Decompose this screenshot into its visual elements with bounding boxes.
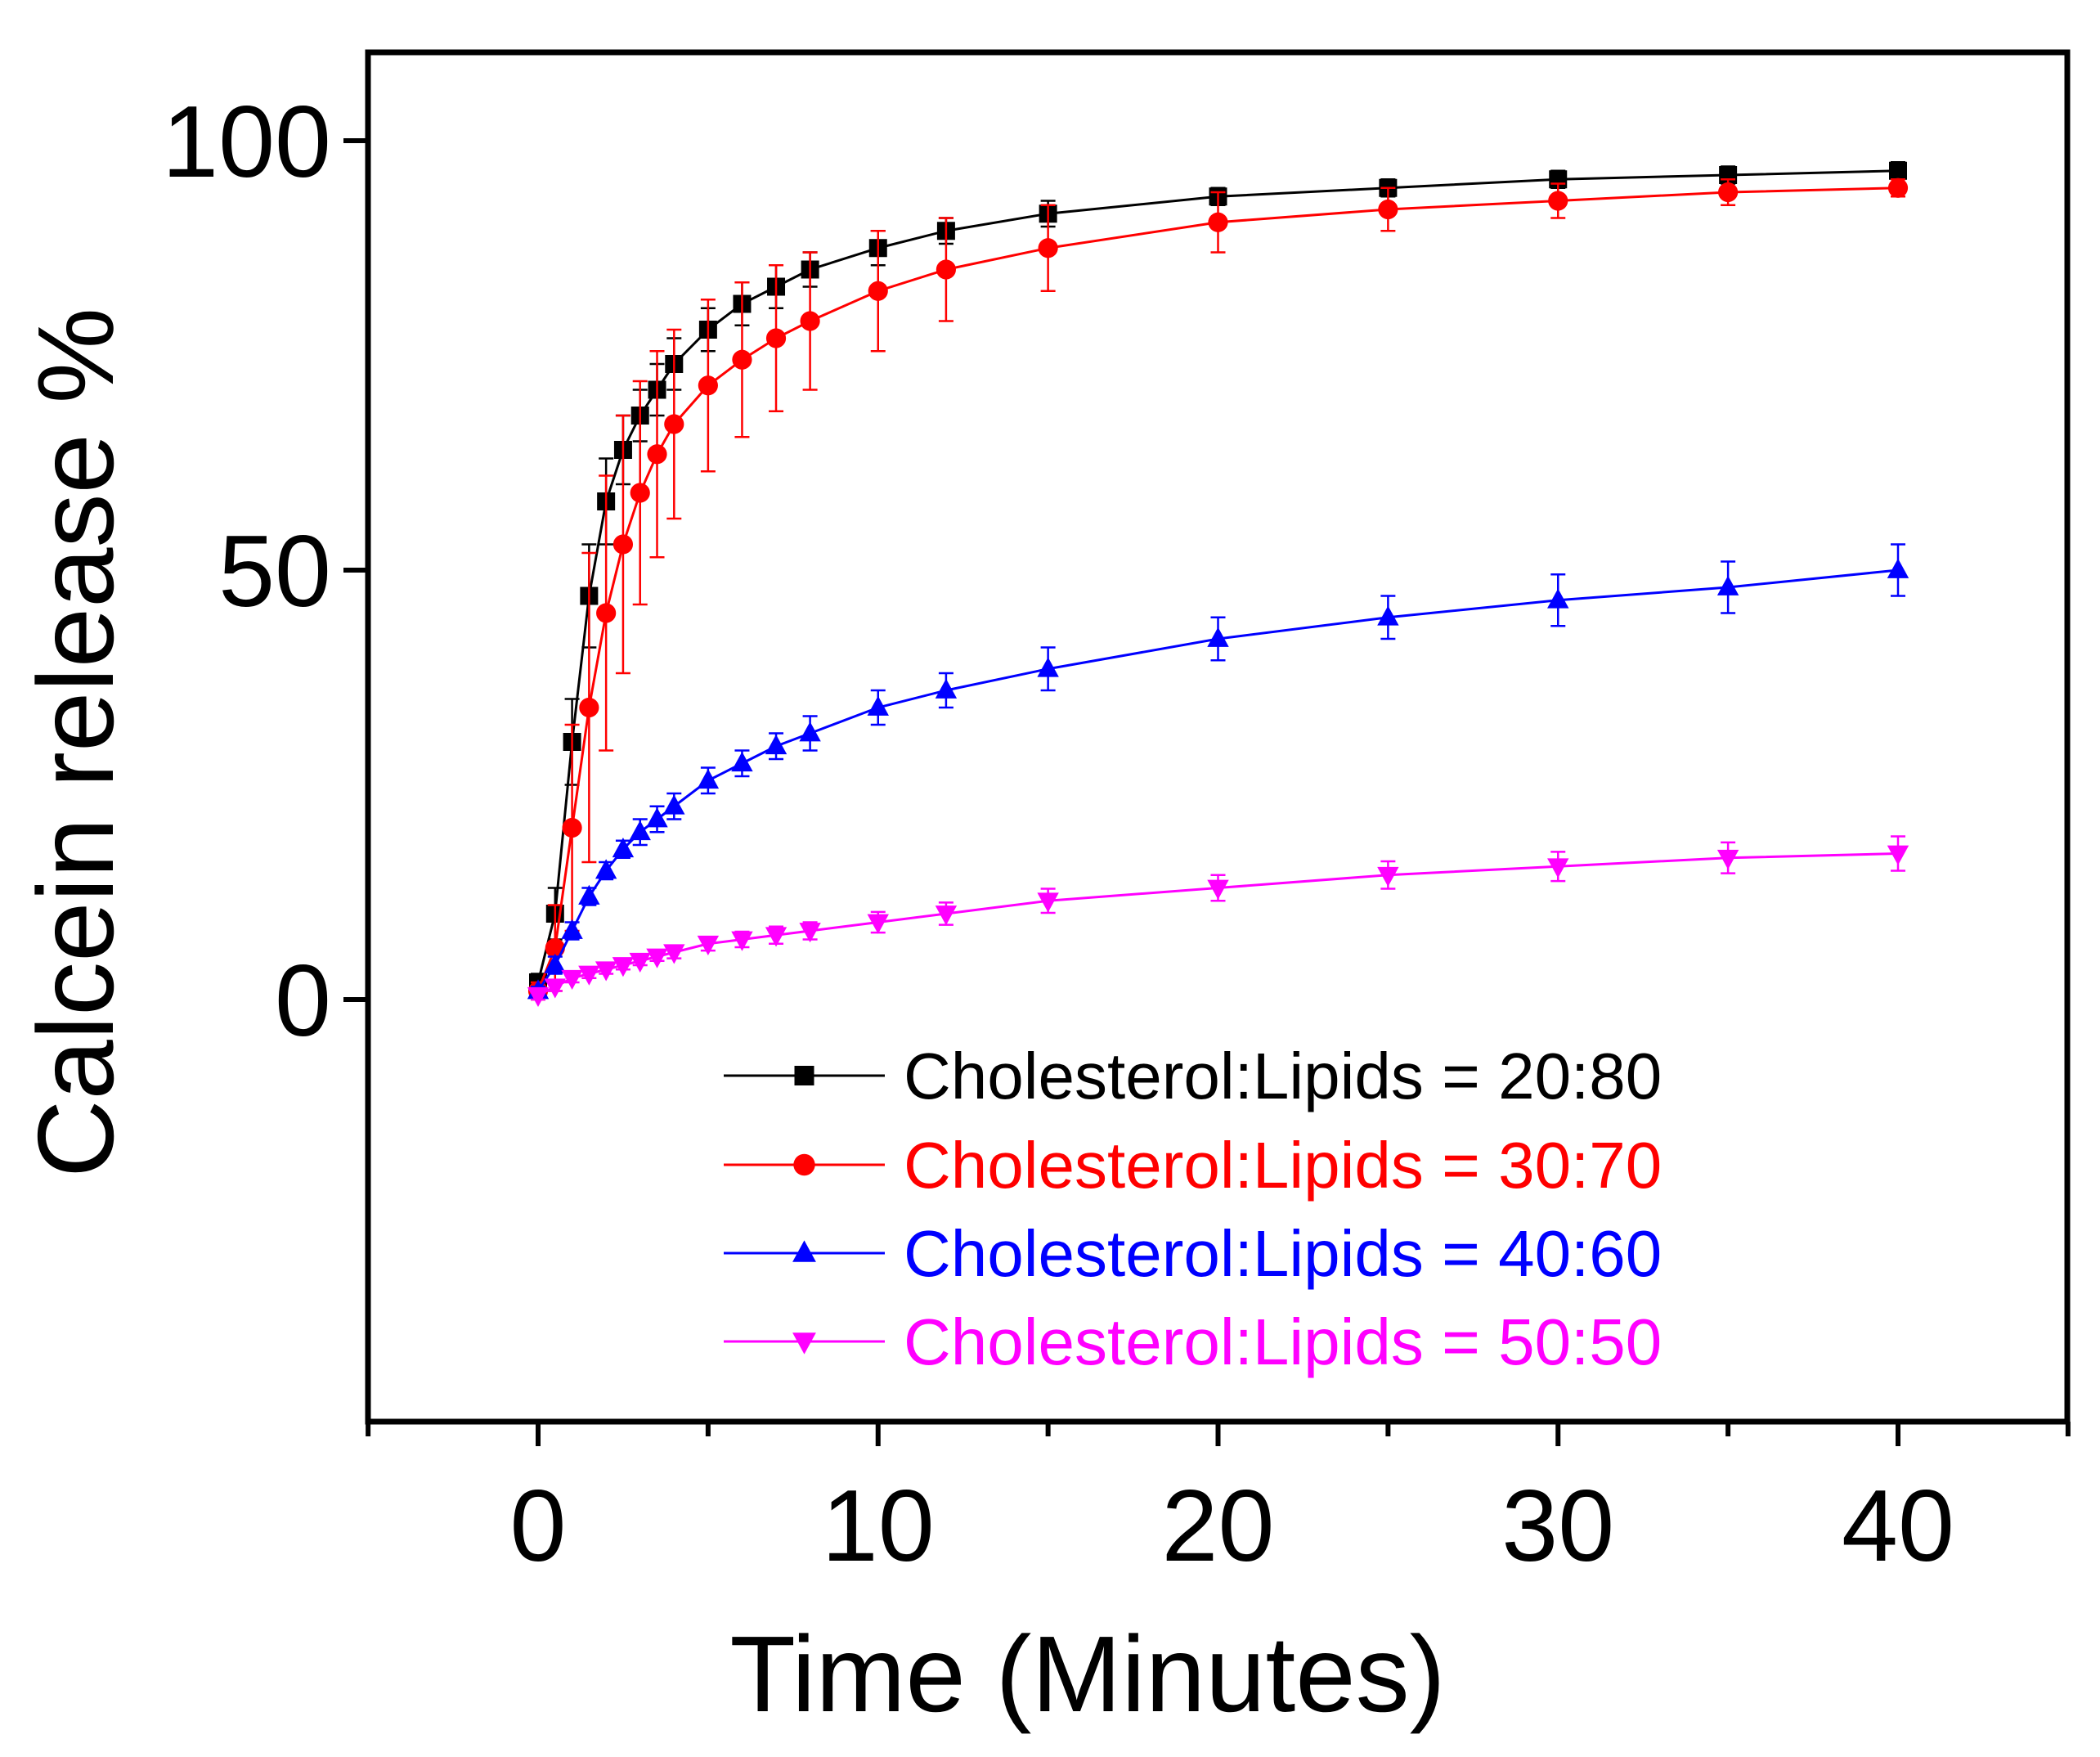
data-point <box>544 978 566 999</box>
data-point <box>698 375 718 396</box>
data-point <box>731 751 753 772</box>
data-point <box>765 927 788 947</box>
x-tick-label: 30 <box>1501 1470 1614 1583</box>
data-point <box>578 884 600 905</box>
data-point <box>663 794 685 815</box>
data-point <box>1547 858 1569 878</box>
data-point <box>867 914 889 934</box>
data-point <box>1037 657 1059 677</box>
legend-marker <box>793 1153 815 1176</box>
legend-label: Cholesterol:Lipids = 20:80 <box>904 1040 1662 1112</box>
data-point <box>731 931 753 951</box>
y-tick-label: 0 <box>275 945 331 1058</box>
data-point <box>527 986 550 1008</box>
x-tick-label: 20 <box>1162 1470 1275 1583</box>
data-point <box>612 837 635 858</box>
series-4 <box>527 835 1909 1008</box>
x-axis: 0 10 20 30 40 <box>366 1422 2071 1583</box>
data-point <box>646 948 668 968</box>
data-point <box>561 919 583 939</box>
data-point <box>630 483 650 503</box>
series-2 <box>527 177 1909 1001</box>
data-point <box>578 965 600 986</box>
data-point <box>1207 879 1229 900</box>
data-point <box>664 414 684 434</box>
legend-label: Cholesterol:Lipids = 50:50 <box>904 1305 1662 1378</box>
data-point <box>579 697 599 718</box>
data-point <box>1548 191 1568 211</box>
data-point <box>697 935 720 956</box>
data-point <box>800 311 820 331</box>
data-point <box>1377 605 1399 626</box>
data-point <box>799 721 821 742</box>
data-point <box>612 534 634 555</box>
data-point <box>561 969 583 991</box>
data-point <box>663 944 685 964</box>
data-point <box>1889 161 1907 180</box>
data-point <box>562 817 582 838</box>
legend-item-3: Cholesterol:Lipids = 40:60 <box>724 1217 1662 1290</box>
legend-marker <box>792 1332 816 1355</box>
data-point <box>612 957 635 977</box>
data-point <box>765 328 787 348</box>
data-point <box>1207 627 1229 647</box>
data-point <box>1716 849 1739 870</box>
data-point <box>647 444 667 465</box>
data-point <box>1377 866 1399 887</box>
data-point <box>544 953 566 973</box>
legend-item-1: Cholesterol:Lipids = 20:80 <box>724 1040 1662 1112</box>
legend-marker <box>792 1240 816 1262</box>
x-axis-title: Time (Minutes) <box>729 1614 1445 1734</box>
data-point <box>1887 177 1909 198</box>
data-point <box>595 961 617 982</box>
data-point <box>697 768 720 789</box>
data-point <box>595 859 617 879</box>
data-point <box>629 820 651 841</box>
data-point <box>1718 182 1739 203</box>
data-point <box>935 905 958 926</box>
data-point <box>629 952 651 973</box>
series-3 <box>527 543 1909 1000</box>
data-point <box>1887 558 1909 578</box>
legend: Cholesterol:Lipids = 20:80 Cholesterol:Li… <box>724 1040 1662 1378</box>
y-tick-label: 50 <box>218 515 331 628</box>
legend-item-4: Cholesterol:Lipids = 50:50 <box>724 1305 1662 1378</box>
data-point <box>936 259 956 280</box>
data-point <box>868 281 888 301</box>
data-point <box>867 695 889 716</box>
legend-label: Cholesterol:Lipids = 40:60 <box>904 1217 1662 1290</box>
data-point <box>1716 575 1739 595</box>
data-point <box>799 923 821 943</box>
series-layer <box>527 161 1909 1008</box>
legend-label: Cholesterol:Lipids = 30:70 <box>904 1129 1662 1202</box>
data-point <box>765 734 788 755</box>
data-point <box>1037 892 1059 913</box>
x-tick-label: 0 <box>510 1470 567 1583</box>
data-point <box>1378 199 1398 220</box>
data-point <box>596 603 617 623</box>
data-point <box>935 678 958 699</box>
data-point <box>1547 588 1569 609</box>
data-point <box>1038 238 1058 258</box>
x-tick-label: 10 <box>822 1470 935 1583</box>
y-axis-title: Calcein release % <box>16 308 136 1178</box>
legend-marker <box>794 1066 814 1085</box>
data-point <box>1208 212 1228 232</box>
data-point <box>1887 845 1909 865</box>
data-point <box>646 807 668 828</box>
y-axis: 0 50 100 <box>162 86 368 1058</box>
legend-item-2: Cholesterol:Lipids = 30:70 <box>724 1129 1662 1202</box>
data-point <box>732 349 752 370</box>
y-tick-label: 100 <box>162 86 331 199</box>
x-tick-label: 40 <box>1842 1470 1954 1583</box>
